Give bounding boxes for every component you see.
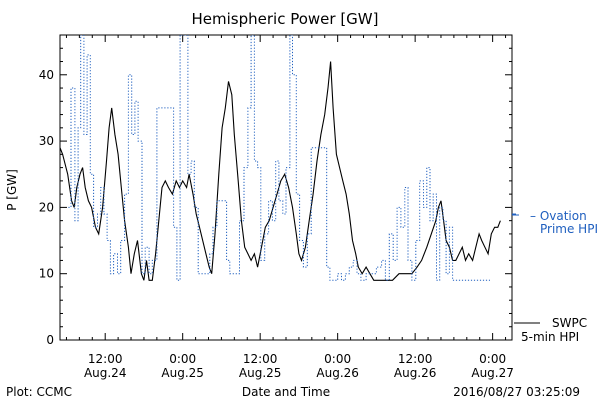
legend-ovation-line1: – Ovation <box>530 209 587 223</box>
x-axis: 12:00Aug.240:00Aug.2512:00Aug.250:00Aug.… <box>65 35 514 380</box>
x-tick-date-label: Aug.25 <box>161 366 204 380</box>
series-swpc-line <box>60 61 501 281</box>
legend-swpc-line2: 5-min HPI <box>521 330 579 344</box>
x-tick-time-label: 0:00 <box>479 352 506 366</box>
x-tick-date-label: Aug.26 <box>394 366 437 380</box>
y-tick-label: 0 <box>46 333 54 347</box>
y-tick-label: 10 <box>39 267 54 281</box>
x-tick-time-label: 0:00 <box>324 352 351 366</box>
x-tick-time-label: 0:00 <box>169 352 196 366</box>
x-tick-time-label: 12:00 <box>88 352 123 366</box>
x-tick-time-label: 12:00 <box>398 352 433 366</box>
x-tick-date-label: Aug.26 <box>316 366 359 380</box>
x-tick-time-label: 12:00 <box>243 352 278 366</box>
x-tick-date-label: Aug.24 <box>84 366 127 380</box>
series-layer <box>60 35 516 281</box>
y-axis: 0 10 20 30 40 <box>39 34 512 347</box>
x-axis-label: Date and Time <box>242 385 330 399</box>
legend: – Ovation Prime HPI SWPC 5-min HPI <box>512 209 598 344</box>
footer-timestamp: 2016/08/27 03:25:09 <box>453 385 580 399</box>
series-ovation-line <box>68 35 490 281</box>
legend-ovation-line2: Prime HPI <box>540 222 598 236</box>
x-tick-date-label: Aug.25 <box>239 366 282 380</box>
y-axis-label: P [GW] <box>5 169 19 211</box>
legend-swpc-line1: SWPC <box>552 316 587 330</box>
y-tick-label: 30 <box>39 134 54 148</box>
footer-plot-credit: Plot: CCMC <box>6 385 72 399</box>
y-tick-label: 20 <box>39 200 54 214</box>
x-tick-date-label: Aug.27 <box>471 366 514 380</box>
y-tick-label: 40 <box>39 68 54 82</box>
chart-title: Hemispheric Power [GW] <box>192 10 379 28</box>
